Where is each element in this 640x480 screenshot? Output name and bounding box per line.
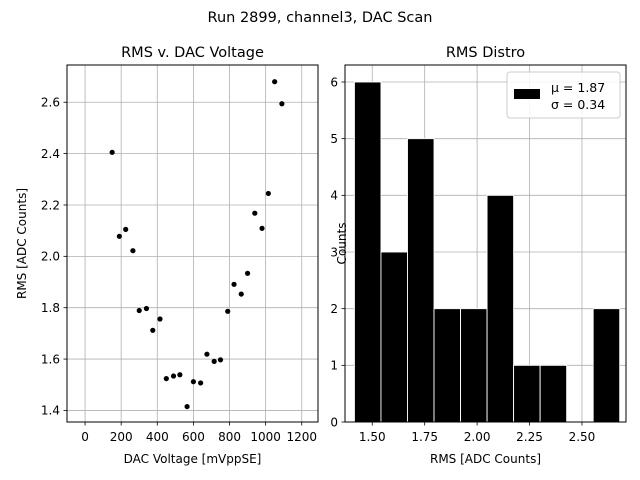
scatter-point	[109, 149, 115, 155]
scatter-xlabel: DAC Voltage [mVppSE]	[124, 452, 262, 466]
scatter-ytick-label: 2.6	[41, 96, 60, 110]
scatter-ytick-label: 2.0	[41, 250, 60, 264]
scatter-ytick-label: 2.4	[41, 147, 60, 161]
histogram-legend: μ = 1.87 σ = 0.34	[506, 71, 621, 119]
scatter-ylabel: RMS [ADC Counts]	[15, 188, 29, 299]
scatter-ytick-label: 1.8	[41, 301, 60, 315]
scatter-point	[123, 226, 129, 232]
legend-mu-label: μ = 1.87	[551, 80, 605, 95]
histogram-axes-frame	[344, 64, 627, 423]
scatter-grid	[67, 65, 318, 422]
histogram-ticks: 1.50 1.75 2.00 2.25 2.50 0 1 2 3 4 5 6	[330, 75, 595, 444]
scatter-point	[225, 308, 231, 314]
histogram-ytick-label: 4	[330, 189, 338, 203]
histogram-bar	[539, 364, 568, 423]
histogram-bar	[513, 364, 541, 423]
scatter-point	[238, 291, 244, 297]
histogram-xtick-label: 1.75	[411, 430, 438, 444]
histogram-bar	[433, 308, 461, 423]
scatter-point	[211, 358, 217, 364]
histogram-bar	[353, 81, 382, 423]
scatter-point	[163, 375, 169, 382]
scatter-point	[252, 210, 258, 216]
scatter-point	[204, 351, 210, 357]
scatter-point	[190, 379, 197, 385]
scatter-panel: RMS v. DAC Voltage 0 200 400 600 800 1000 1200…	[15, 45, 319, 466]
scatter-ytick-label: 1.4	[41, 404, 60, 418]
scatter-point	[279, 101, 285, 107]
scatter-xtick-label: 0	[81, 430, 89, 444]
scatter-ytick-label: 2.2	[41, 198, 60, 212]
scatter-point	[143, 305, 150, 312]
scatter-points	[109, 79, 285, 410]
scatter-axes-frame	[66, 64, 319, 423]
scatter-xtick-label: 800	[218, 430, 241, 444]
histogram-xtick-label: 2.50	[569, 430, 596, 444]
scatter-point	[130, 248, 136, 254]
scatter-point	[177, 372, 183, 378]
legend-box	[506, 71, 621, 119]
histogram-ytick-label: 5	[330, 132, 338, 146]
histogram-title: RMS Distro	[446, 45, 525, 61]
histogram-xlabel: RMS [ADC Counts]	[430, 452, 541, 466]
scatter-point	[217, 357, 224, 363]
histogram-ytick-label: 3	[330, 245, 338, 259]
histogram-xtick-label: 2.00	[464, 430, 491, 444]
histogram-ytick-label: 1	[330, 359, 338, 373]
scatter-ytick-label: 1.6	[41, 352, 60, 366]
scatter-point	[157, 316, 163, 322]
scatter-point	[231, 281, 237, 287]
scatter-point	[116, 233, 122, 239]
histogram-bar	[407, 138, 435, 423]
histogram-ytick-label: 6	[330, 75, 338, 89]
histogram-bar	[592, 308, 621, 423]
scatter-point	[136, 307, 142, 314]
scatter-point	[198, 380, 204, 386]
histogram-bar	[486, 194, 515, 423]
scatter-point	[265, 190, 271, 197]
scatter-point	[184, 403, 190, 410]
legend-sigma-label: σ = 0.34	[551, 97, 605, 112]
histogram-xtick-label: 1.50	[359, 430, 386, 444]
scatter-point	[244, 270, 251, 276]
scatter-point	[170, 373, 177, 379]
histogram-xtick-label: 2.25	[516, 430, 543, 444]
histogram-bar	[380, 251, 408, 423]
histogram-bar	[460, 308, 488, 423]
scatter-point	[259, 225, 265, 231]
scatter-xtick-label: 600	[182, 430, 205, 444]
scatter-xtick-label: 1000	[250, 430, 281, 444]
histogram-ylabel: Counts	[335, 223, 349, 265]
legend-swatch	[514, 89, 540, 99]
histogram-ytick-label: 2	[330, 302, 338, 316]
scatter-xtick-label: 200	[110, 430, 133, 444]
figure-suptitle: Run 2899, channel3, DAC Scan	[208, 10, 433, 26]
scatter-xtick-label: 400	[146, 430, 169, 444]
scatter-point	[272, 79, 278, 85]
histogram-panel: RMS Distro 1.50 1.75 2.00 2.25 2.50 0 1 2 3 4 5 6 R…	[330, 45, 627, 466]
scatter-point	[150, 327, 156, 333]
scatter-ticks: 0 200 400 600 800 1000 1200 1.4 1.6 1.8 2.0 2.2 2.4 2…	[41, 96, 317, 444]
scatter-title: RMS v. DAC Voltage	[121, 45, 264, 61]
histogram-ytick-label: 0	[330, 415, 338, 429]
scatter-xtick-label: 1200	[286, 430, 317, 444]
